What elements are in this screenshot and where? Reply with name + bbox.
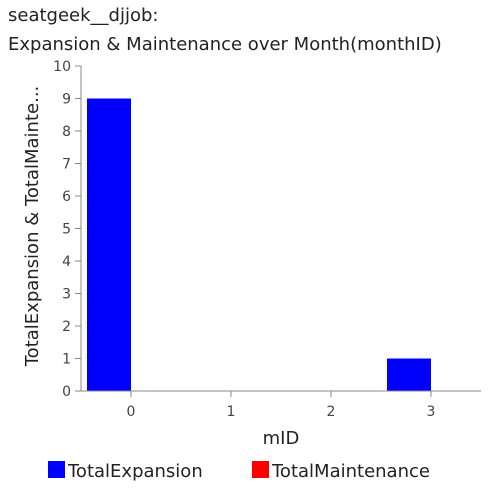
y-tick-label-10: 10 <box>53 59 71 75</box>
x-tick-label-3: 3 <box>427 404 436 420</box>
legend-swatch-TotalMaintenance <box>252 461 269 478</box>
y-tick-label-4: 4 <box>62 254 71 270</box>
chart-subtitle: Expansion & Maintenance over Month(month… <box>8 34 442 55</box>
x-tick-label-2: 2 <box>327 404 336 420</box>
chart-title: seatgeek__djjob: <box>8 5 158 26</box>
plot-area: 0 1 2 3 4 5 6 7 8 9 10 0 1 2 3 <box>53 59 481 420</box>
legend: TotalExpansion TotalMaintenance <box>48 461 430 482</box>
y-tick-label-2: 2 <box>62 319 71 335</box>
x-tick-label-1: 1 <box>227 404 236 420</box>
legend-label-TotalExpansion: TotalExpansion <box>67 461 203 482</box>
x-axis-title: mID <box>263 428 300 449</box>
y-tick-label-6: 6 <box>62 189 71 205</box>
y-tick-label-9: 9 <box>62 92 71 108</box>
y-tick-label-3: 3 <box>62 287 71 303</box>
y-tick-label-0: 0 <box>62 384 71 400</box>
bar-TotalExpansion-3 <box>387 358 431 391</box>
y-tick-label-8: 8 <box>62 124 71 140</box>
legend-label-TotalMaintenance: TotalMaintenance <box>271 461 430 482</box>
y-tick-label-1: 1 <box>62 352 71 368</box>
legend-swatch-TotalExpansion <box>48 461 65 478</box>
y-axis-title: TotalExpansion & TotalMainte... <box>22 86 43 368</box>
x-tick-label-0: 0 <box>127 404 136 420</box>
bar-TotalExpansion-0 <box>87 98 131 391</box>
y-tick-label-5: 5 <box>62 222 71 238</box>
y-tick-label-7: 7 <box>62 157 71 173</box>
